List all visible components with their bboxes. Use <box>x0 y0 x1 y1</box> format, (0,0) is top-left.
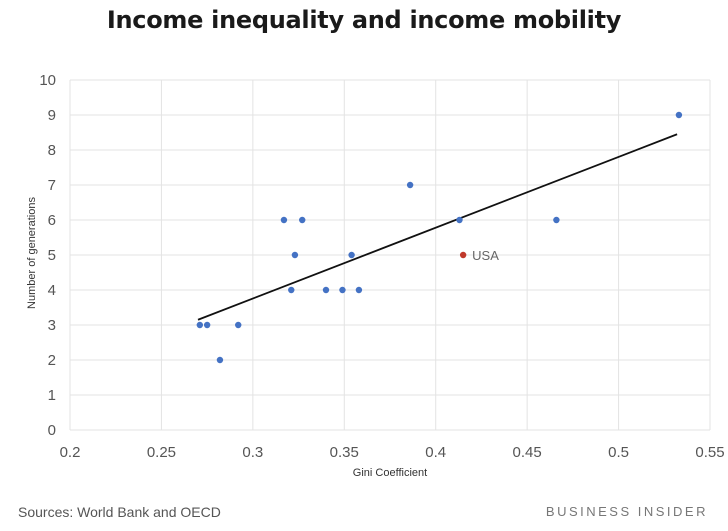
y-tick-label: 2 <box>48 352 56 369</box>
x-tick-label: 0.25 <box>147 444 176 461</box>
y-tick-label: 7 <box>48 177 56 194</box>
annotations: USA <box>472 248 499 263</box>
data-point <box>216 356 224 364</box>
data-point <box>339 286 346 294</box>
data-point <box>348 251 355 259</box>
x-tick-label: 0.55 <box>695 444 724 461</box>
y-tick-label: 3 <box>48 317 56 334</box>
data-point <box>456 216 463 224</box>
y-tick-label: 5 <box>48 247 56 264</box>
x-tick-label: 0.3 <box>242 444 263 461</box>
data-point <box>235 321 242 329</box>
y-tick-label: 8 <box>48 142 56 159</box>
data-point <box>280 216 288 224</box>
scatter-plot: 0 1 2 3 4 5 6 7 8 9 10 0.2 0.25 0.3 0.35 0.4 0.45 0.5 0.55… <box>39 72 724 461</box>
source-note: Sources: World Bank and OECD <box>18 504 221 520</box>
x-tick-label: 0.35 <box>330 444 359 461</box>
data-point <box>196 321 204 329</box>
axis-ticks: 0 1 2 3 4 5 6 7 8 9 10 0.2 0.25 0.3 0.35 0.4 0.45 0.5 0.55 <box>39 72 724 461</box>
y-tick-label: 9 <box>48 107 56 124</box>
x-tick-label: 0.4 <box>425 444 446 461</box>
data-point <box>406 181 414 189</box>
x-tick-label: 0.45 <box>513 444 542 461</box>
chart-title: Income inequality and income mobility <box>106 6 622 34</box>
y-tick-label: 1 <box>48 387 56 404</box>
brand-logo: BUSINESS INSIDER <box>545 504 708 519</box>
y-tick-label: 4 <box>48 282 56 299</box>
y-tick-label: 0 <box>48 422 56 439</box>
x-tick-label: 0.5 <box>608 444 629 461</box>
data-point <box>355 286 363 294</box>
y-axis-label: Number of generations <box>26 197 38 309</box>
usa-label: USA <box>472 248 499 263</box>
data-point <box>203 321 211 329</box>
data-point <box>322 286 330 294</box>
data-point <box>553 216 560 224</box>
y-tick-label: 10 <box>39 72 56 89</box>
data-point <box>299 216 306 224</box>
grid <box>69 79 711 431</box>
x-tick-label: 0.2 <box>60 444 81 461</box>
data-point <box>291 251 299 259</box>
trendline-group <box>197 133 678 321</box>
data-point <box>288 286 295 294</box>
y-tick-label: 6 <box>48 212 56 229</box>
usa-data-point <box>459 251 467 259</box>
data-points <box>196 111 683 364</box>
data-point <box>675 111 683 119</box>
x-axis-label: Gini Coefficient <box>352 467 428 479</box>
trendline <box>197 133 678 321</box>
